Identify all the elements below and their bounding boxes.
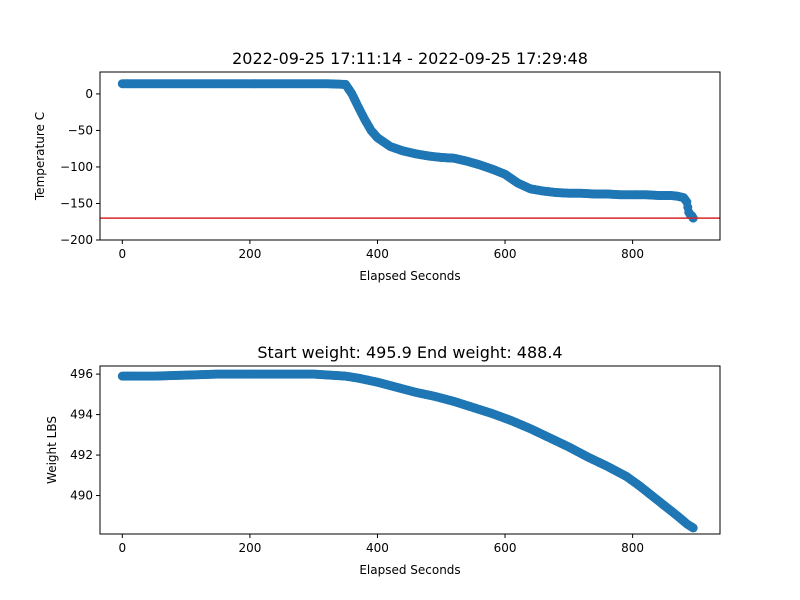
y-axis: 490 492 494 496 (70, 367, 100, 503)
x-tick-label: 0 (119, 541, 127, 555)
x-axis-label: Elapsed Seconds (359, 269, 460, 283)
y-tick-label: 0 (85, 87, 93, 101)
weight-series (117, 369, 698, 533)
x-tick-label: 200 (238, 247, 261, 261)
x-tick-label: 600 (494, 541, 517, 555)
y-tick-label: −200 (60, 233, 93, 247)
chart-title: 2022-09-25 17:11:14 - 2022-09-25 17:29:4… (232, 49, 588, 68)
plot-frame (99, 365, 721, 535)
x-axis: 0 200 400 600 800 (119, 240, 644, 261)
x-axis-label: Elapsed Seconds (359, 563, 460, 577)
x-tick-label: 0 (119, 247, 127, 261)
y-tick-label: 494 (70, 408, 93, 422)
x-axis: 0 200 400 600 800 (119, 534, 644, 555)
x-tick-label: 400 (366, 247, 389, 261)
y-axis-label: Weight LBS (45, 416, 59, 484)
y-tick-label: 492 (70, 448, 93, 462)
y-tick-label: −100 (60, 160, 93, 174)
chart-title: Start weight: 495.9 End weight: 488.4 (257, 343, 562, 362)
y-axis: 0 −50 −100 −150 −200 (60, 87, 100, 247)
data-point (688, 523, 698, 533)
x-tick-label: 600 (494, 247, 517, 261)
y-tick-label: 490 (70, 489, 93, 503)
x-tick-label: 800 (621, 541, 644, 555)
x-tick-label: 800 (621, 247, 644, 261)
y-axis-label: Temperature C (33, 112, 47, 201)
temperature-chart: 2022-09-25 17:11:14 - 2022-09-25 17:29:4… (33, 49, 721, 283)
plot-frame (99, 71, 721, 241)
temperature-series (117, 79, 698, 223)
y-tick-label: −50 (68, 123, 93, 137)
x-tick-label: 400 (366, 541, 389, 555)
weight-chart: Start weight: 495.9 End weight: 488.4 0 2… (45, 343, 721, 577)
y-tick-label: −150 (60, 196, 93, 210)
x-tick-label: 200 (238, 541, 261, 555)
y-tick-label: 496 (70, 367, 93, 381)
